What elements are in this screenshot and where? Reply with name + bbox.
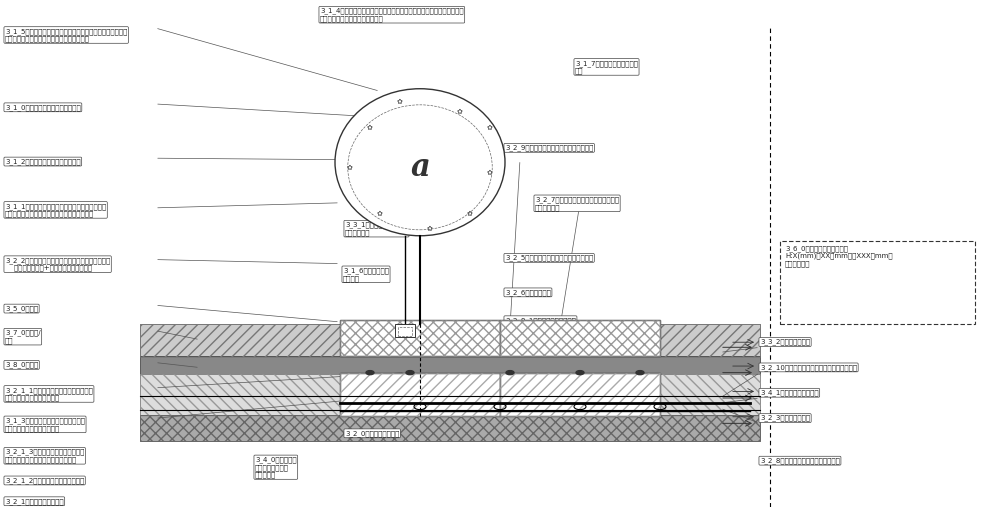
Text: ✿: ✿ xyxy=(487,169,493,175)
Text: 3_1_0、气囊鼓包球泡袋（球泡部）: 3_1_0、气囊鼓包球泡袋（球泡部） xyxy=(5,104,81,111)
Text: ✿: ✿ xyxy=(397,98,403,104)
Text: 3_2_8、远程电控节点闭淮气阀及控件: 3_2_8、远程电控节点闭淮气阀及控件 xyxy=(760,457,840,464)
Bar xyxy=(395,324,415,337)
Text: 3_4_0、投影霓虹
彩灯（触控加大流
明增亮型）: 3_4_0、投影霓虹 彩灯（触控加大流 明增亮型） xyxy=(255,456,297,478)
Text: 3_2_1_2、气门嘴拧紧螺栓钻及套头: 3_2_1_2、气门嘴拧紧螺栓钻及套头 xyxy=(5,477,84,484)
Text: 3_1_6、传感线路及
其母端子: 3_1_6、传感线路及 其母端子 xyxy=(343,267,389,281)
Text: 3_1_3、气囊鼓包球泡袋公端子部（带
公螺纹高强度塑胶密封材质）: 3_1_3、气囊鼓包球泡袋公端子部（带 公螺纹高强度塑胶密封材质） xyxy=(5,417,85,431)
Bar xyxy=(500,320,660,356)
Text: 3_8_0、地面: 3_8_0、地面 xyxy=(5,361,38,368)
Text: ✿: ✿ xyxy=(367,124,373,130)
Text: 3_2_2、气体密封紧固箭头（高强度塑胶材质、顶部
    接触面为密封部+内环接触面为密封部）: 3_2_2、气体密封紧固箭头（高强度塑胶材质、顶部 接触面为密封部+内环接触面为… xyxy=(5,257,110,271)
Text: 3_2_8_1、闭淮气阀及控件线路: 3_2_8_1、闭淮气阀及控件线路 xyxy=(505,317,576,323)
Text: 3_5_0、倒角: 3_5_0、倒角 xyxy=(5,305,38,312)
Text: 3_1_5、气压传感探头（贴附一体成型式，图案只做微观形象
图参考，实际应制成圆饼状以防破损刮手。）: 3_1_5、气压传感探头（贴附一体成型式，图案只做微观形象 图参考，实际应制成圆… xyxy=(5,28,127,42)
Bar xyxy=(140,415,760,441)
Circle shape xyxy=(506,371,514,375)
Circle shape xyxy=(366,371,374,375)
Text: ✿: ✿ xyxy=(377,210,383,216)
Text: 3_2_1_3、气门嘴拧紧螺栓钻预留装
卸孔位（配专用电动螺栓电批及刀具）: 3_2_1_3、气门嘴拧紧螺栓钻预留装 卸孔位（配专用电动螺栓电批及刀具） xyxy=(5,449,84,463)
Bar xyxy=(340,320,500,356)
Text: 3_2_5、手动节点闭气阀把手（地面部分）: 3_2_5、手动节点闭气阀把手（地面部分） xyxy=(505,255,593,261)
Bar xyxy=(398,327,412,336)
Text: 3_3_1、传感线路及其公端子
（地面部分）: 3_3_1、传感线路及其公端子 （地面部分） xyxy=(345,222,408,236)
Text: ✿: ✿ xyxy=(467,210,473,216)
Text: 3_1_1、气囊鼓包球泡袋（气囊支撑龙骨部、缓冲
发泡高强度塑胶材质、底部带密封环形接触面）: 3_1_1、气囊鼓包球泡袋（气囊支撑龙骨部、缓冲 发泡高强度塑胶材质、底部带密封… xyxy=(5,203,106,217)
Text: 3_2_9、抽屉式密闭舱门把手（地面部分）: 3_2_9、抽屉式密闭舱门把手（地面部分） xyxy=(505,144,593,151)
Text: ✿: ✿ xyxy=(487,124,493,130)
Bar xyxy=(340,320,500,356)
Text: 3_2_6、节点淮气阀: 3_2_6、节点淮气阀 xyxy=(505,289,551,296)
Text: 3_3_0、传感线路（地埋部分）: 3_3_0、传感线路（地埋部分） xyxy=(345,403,412,410)
Bar xyxy=(140,324,760,357)
Circle shape xyxy=(576,371,584,375)
Circle shape xyxy=(636,371,644,375)
Text: 3_2_1、漏斗状气门嘴（高: 3_2_1、漏斗状气门嘴（高 xyxy=(5,498,64,504)
Text: 3_2_4、节点气压阀: 3_2_4、节点气压阀 xyxy=(345,376,391,383)
Text: 3_3_2、通往地埋总线: 3_3_2、通往地埋总线 xyxy=(760,339,810,345)
Text: 3_2_10、通往地埋气管总管线（气压泵端口）: 3_2_10、通往地埋气管总管线（气压泵端口） xyxy=(760,364,857,371)
Bar xyxy=(140,374,760,416)
Text: 3_1_2、气囊鼓包球泡袋（气管部）: 3_1_2、气囊鼓包球泡袋（气管部） xyxy=(5,158,81,165)
FancyBboxPatch shape xyxy=(780,241,975,324)
Bar xyxy=(340,373,500,416)
Text: 3_7_0、草坪/
铺材: 3_7_0、草坪/ 铺材 xyxy=(5,330,41,344)
Text: ✿: ✿ xyxy=(457,108,463,115)
Text: 3_1_4、露滴传感探头（贴附一体成型式，图案只做微观形象图参考，实
际应制成圆饼状以防破损刮手。）: 3_1_4、露滴传感探头（贴附一体成型式，图案只做微观形象图参考，实 际应制成圆… xyxy=(320,8,464,22)
Text: 3_2_1_1、漏斗状气门胶嘴母端子部（带
母螺纹高强度塑胶密封材质）: 3_2_1_1、漏斗状气门胶嘴母端子部（带 母螺纹高强度塑胶密封材质） xyxy=(5,387,93,401)
Ellipse shape xyxy=(335,89,505,236)
Text: ✿: ✿ xyxy=(427,225,433,231)
Bar xyxy=(140,374,760,416)
Text: 3_2_3、地埋气压管道: 3_2_3、地埋气压管道 xyxy=(760,415,810,421)
Text: ✿: ✿ xyxy=(347,164,353,170)
Text: 3_2_7、手动节点淮气阀把手及淮气管口
（地面部分）: 3_2_7、手动节点淮气阀把手及淮气管口 （地面部分） xyxy=(535,196,619,210)
Bar xyxy=(140,324,760,357)
Circle shape xyxy=(406,371,414,375)
Bar xyxy=(500,320,660,356)
Bar xyxy=(140,415,760,441)
Bar xyxy=(340,373,500,416)
Ellipse shape xyxy=(348,105,492,230)
Text: 3_2_0、节点等气压腔体: 3_2_0、节点等气压腔体 xyxy=(345,430,399,437)
Bar xyxy=(140,356,760,375)
Text: a: a xyxy=(410,152,430,183)
Text: 3_1_7、表层涂装或胶印对应
字母: 3_1_7、表层涂装或胶印对应 字母 xyxy=(575,60,638,74)
Bar xyxy=(500,373,660,416)
Text: 3_4_1、通往地埋弱电总线: 3_4_1、通往地埋弱电总线 xyxy=(760,389,819,396)
Text: 3_6_0、气囊鼓包球泡袋高度
H:X(mm)或XX（mm）或XXX（mm）
三种高度型号: 3_6_0、气囊鼓包球泡袋高度 H:X(mm)或XX（mm）或XXX（mm） 三… xyxy=(785,245,893,267)
Bar xyxy=(500,373,660,416)
